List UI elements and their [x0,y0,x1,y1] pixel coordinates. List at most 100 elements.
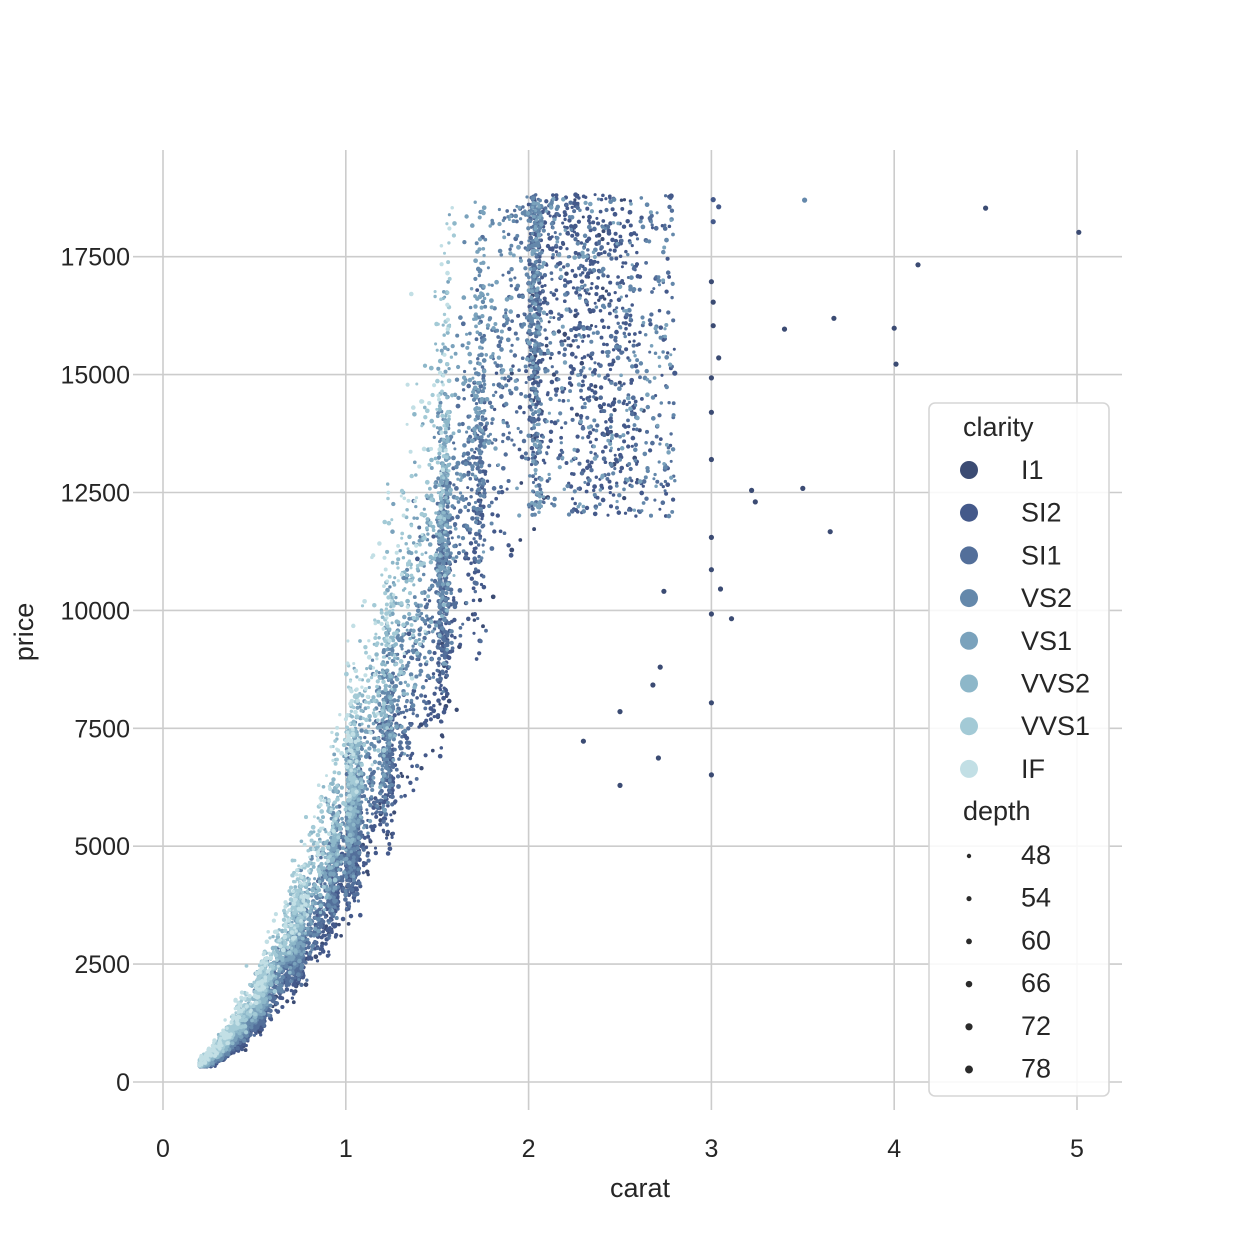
point-i1 [581,215,585,219]
point-si1 [306,941,311,946]
point-vs2 [492,437,497,442]
point-si1 [513,331,518,336]
point-si1 [524,380,528,385]
point-si2 [625,402,629,407]
point-vs2 [671,413,676,418]
point-si2 [466,616,471,622]
point-si2 [576,201,580,206]
point-si2 [635,343,639,347]
point-si2 [588,440,593,444]
point-si2 [323,941,328,946]
point-si2 [665,256,670,261]
point-vs2 [333,905,337,909]
point-si2 [594,475,599,479]
point-si2 [586,334,591,338]
point-si2 [562,265,566,269]
point-si2 [587,218,591,223]
point-i1 [430,748,435,753]
point-si1 [531,263,535,268]
point-si2 [590,281,594,286]
point-si2 [586,386,592,391]
point-si1 [644,496,649,501]
point-si2 [573,250,578,255]
point-i1 [573,198,577,202]
point-si2 [471,598,476,603]
point-si1 [671,401,676,406]
point-si2 [517,405,523,410]
point-si2 [608,504,614,509]
point-si1 [530,456,534,460]
point-si2 [373,846,378,850]
point-si2 [562,299,567,304]
point-si2 [445,691,450,697]
point-si2 [499,489,505,495]
point-si2 [576,219,582,224]
point-si2 [626,431,630,435]
point-si1 [580,405,585,410]
point-vs2 [499,253,504,257]
point-si1 [419,693,424,698]
point-vs2 [581,436,585,440]
point-i1 [562,331,568,337]
point-vs2 [387,778,392,783]
point-si2 [607,417,612,422]
point-si2 [597,403,603,409]
point-si1 [489,546,495,551]
point-si1 [569,328,574,333]
point-si1 [502,531,507,536]
point-si1 [398,740,403,745]
point-si1 [460,421,465,427]
point-si2 [319,943,324,948]
point-si1 [457,588,463,593]
point-si1 [417,525,422,530]
point-si2 [567,376,572,381]
point-si1 [400,735,404,739]
point-si1 [424,723,429,728]
point-si2 [494,371,499,375]
point-si2 [633,363,639,369]
point-si2 [587,430,593,436]
point-si1 [356,871,361,876]
point-si2 [585,291,589,295]
point-si2 [592,511,598,517]
point-si1 [476,465,480,470]
point-si1 [366,800,371,804]
point-si1 [669,432,673,436]
point-si2 [620,278,625,283]
point-si2 [362,835,367,840]
point-si2 [563,212,568,217]
point-si2 [478,503,483,508]
point-si1 [356,899,361,903]
point-si2 [410,764,414,769]
point-si2 [545,312,549,316]
point-si1 [399,710,403,715]
point-si2 [627,332,631,337]
point-si1 [520,356,525,361]
point-si1 [405,753,410,758]
point-si1 [537,413,541,417]
point-vs2 [447,665,452,669]
point-si1 [469,487,474,492]
point-si1 [381,819,386,824]
point-si1 [363,735,367,740]
point-si1 [490,421,494,425]
point-vs2 [466,437,471,442]
point-vs2 [558,232,562,236]
point-si2 [588,262,592,267]
point-si1 [531,474,535,479]
point-si1 [406,745,411,750]
point-si2 [390,835,394,840]
point-si2 [498,529,503,534]
point-si1 [634,427,639,432]
point-si2 [600,318,605,323]
point-si2 [453,635,457,640]
point-si1 [616,321,620,326]
point-si2 [432,691,437,696]
point-si1 [437,656,442,661]
point-vs2 [470,472,475,477]
point-vs2 [656,275,661,279]
point-si2 [554,193,559,198]
point-si1 [602,433,607,438]
point-si2 [340,916,346,922]
point-si2 [327,953,331,957]
